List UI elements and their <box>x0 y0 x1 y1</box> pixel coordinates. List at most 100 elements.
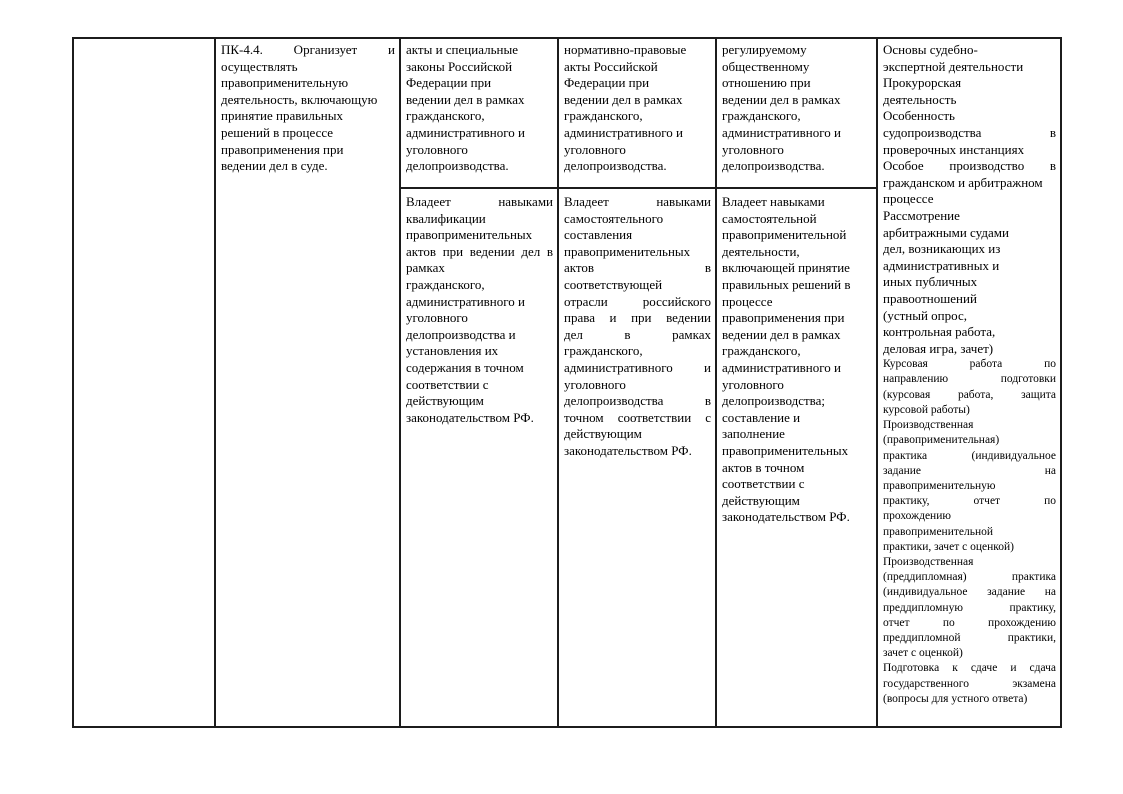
text-line: экспертной деятельности <box>883 58 1024 74</box>
text-line: деятельности, <box>722 243 800 259</box>
text-line: Федерации при <box>564 75 650 91</box>
text-line: законодательством РФ. <box>406 409 534 425</box>
text-line: заполнение <box>722 426 785 442</box>
text-line: (индивидуальное задание на <box>883 586 1056 599</box>
text-line: уголовного <box>406 310 468 326</box>
text-line: (вопросы для устного ответа) <box>883 692 1028 705</box>
text-line: действующим <box>564 426 642 442</box>
text-line: деятельность, включающую <box>221 91 378 107</box>
text-line: соответствии с <box>722 476 805 492</box>
text-line: правоприменительной <box>722 227 847 243</box>
text-line: законодательством РФ. <box>722 509 850 525</box>
text-line: квалификации <box>406 210 486 226</box>
text-line: (преддипломная) практика <box>883 571 1056 584</box>
cell-skill-1-bottom: Владеет навыками квалификации правопримени… <box>399 187 557 726</box>
text-line: Федерации при <box>406 75 492 91</box>
text-line: права и при ведении <box>564 310 711 326</box>
text-line: Курсовая работа по <box>883 358 1056 371</box>
text-line: делопроизводства; <box>722 393 826 409</box>
text-line: практики, зачет с оценкой) <box>883 540 1014 553</box>
text-line: общественному <box>722 58 810 74</box>
text-line: деловая игра, зачет) <box>883 340 994 356</box>
text-line: дел, возникающих из <box>883 241 1001 257</box>
text-line: уголовного <box>406 141 468 157</box>
text-line: гражданского, <box>722 108 801 124</box>
text-line: правоприменительную <box>221 75 349 91</box>
text-line: иных публичных <box>883 274 978 290</box>
text-line: актов при ведении дел в <box>406 243 553 259</box>
text-line: Подготовка к сдаче и сдача <box>883 662 1056 675</box>
text-line: рамках <box>406 260 445 276</box>
text-line: проверочных инстанциях <box>883 141 1025 157</box>
text-line: гражданском и арбитражном <box>883 174 1043 190</box>
text-line: гражданского, <box>564 343 643 359</box>
text-line: Прокурорская <box>883 75 962 91</box>
text-line: административного и <box>722 124 841 140</box>
cell-skill-2-bottom: Владеет навыками самостоятельного составле… <box>557 187 715 726</box>
text-line: административного и <box>564 359 711 375</box>
cell-skill-1-top: акты и специальные законы Российской Федер… <box>399 39 557 187</box>
text-line: Производственная <box>883 419 974 432</box>
text-line: административного и <box>722 359 841 375</box>
text-line: решений в процессе <box>221 124 334 140</box>
text-line: Владеет навыками <box>406 194 553 209</box>
text-line: правильных решений в <box>722 276 851 292</box>
text-line: соответствующей <box>564 276 663 292</box>
text-line: принятие правильных <box>221 108 343 124</box>
text-line: Особенность <box>883 108 955 124</box>
text-line: административных и <box>883 257 1000 273</box>
competency-table: ПК-4.4. Организует и осуществлять правопри… <box>72 37 1062 728</box>
cell-skill-2-top: нормативно-правовые акты Российской Федера… <box>557 39 715 187</box>
text-line: акты и специальные <box>406 42 518 57</box>
disciplines-main-text: Основы судебно-экспертной деятельности Пр… <box>883 42 1056 357</box>
text-line: задание на <box>883 464 1056 477</box>
text-line: зачет с оценкой) <box>883 647 963 660</box>
text-line: ведении дел в рамках <box>406 91 525 107</box>
text-line: правоприменительных <box>722 442 849 458</box>
text-line: делопроизводства в <box>564 393 711 409</box>
text-line: Основы судебно- <box>883 42 978 57</box>
text-line: преддипломную практику, <box>883 601 1056 614</box>
text-line: практику, отчет по <box>883 495 1056 508</box>
text-line: деятельность <box>883 91 957 107</box>
text-line: Рассмотрение <box>883 207 960 223</box>
text-line: регулируемому <box>722 42 807 57</box>
text-line: ведении дел в суде. <box>221 158 328 174</box>
text-line: акты Российской <box>564 58 658 74</box>
text-line: правоприменительных <box>564 243 691 259</box>
text-line: действующим <box>722 492 800 508</box>
cell-skill-3-top: регулируемому общественному отношению при в… <box>715 39 876 187</box>
text-line: делопроизводства и <box>406 326 516 342</box>
text-line: ПК-4.4. Организует и <box>221 42 395 57</box>
text-line: актов в точном <box>722 459 805 475</box>
text-line: уголовного <box>722 376 784 392</box>
cell-disciplines: Основы судебно-экспертной деятельности Пр… <box>876 39 1060 726</box>
text-line: законы Российской <box>406 58 513 74</box>
text-line: административного и <box>406 293 525 309</box>
text-line: процессе <box>722 293 773 309</box>
text-line: правоприменительных <box>406 227 533 243</box>
text-line: Владеет навыками <box>722 194 825 209</box>
text-line: правоприменительную <box>883 479 996 492</box>
disciplines-small-text: Курсовая работа по направлению подготовки… <box>883 357 1056 707</box>
text-line: дел в рамках <box>564 326 711 342</box>
cell-empty <box>74 39 214 726</box>
cell-competency: ПК-4.4. Организует и осуществлять правопри… <box>214 39 399 726</box>
text-line: курсовой работы) <box>883 403 970 416</box>
text-line: Особое производство в <box>883 158 1056 174</box>
text-line: составления <box>564 227 633 243</box>
text-line: процессе <box>883 191 934 207</box>
text-line: делопроизводства. <box>722 158 825 174</box>
text-line: (устный опрос, <box>883 307 967 323</box>
text-line: осуществлять <box>221 58 298 74</box>
text-line: судопроизводства в <box>883 124 1056 140</box>
text-line: (правоприменительная) <box>883 434 1000 447</box>
text-line: действующим <box>406 393 484 409</box>
text-line: гражданского, <box>564 108 643 124</box>
text-line: самостоятельной <box>722 210 817 226</box>
text-line: направлению подготовки <box>883 373 1056 386</box>
text-line: правоприменительной <box>883 525 994 538</box>
text-line: правоотношений <box>883 290 977 306</box>
text-line: уголовного <box>564 376 626 392</box>
